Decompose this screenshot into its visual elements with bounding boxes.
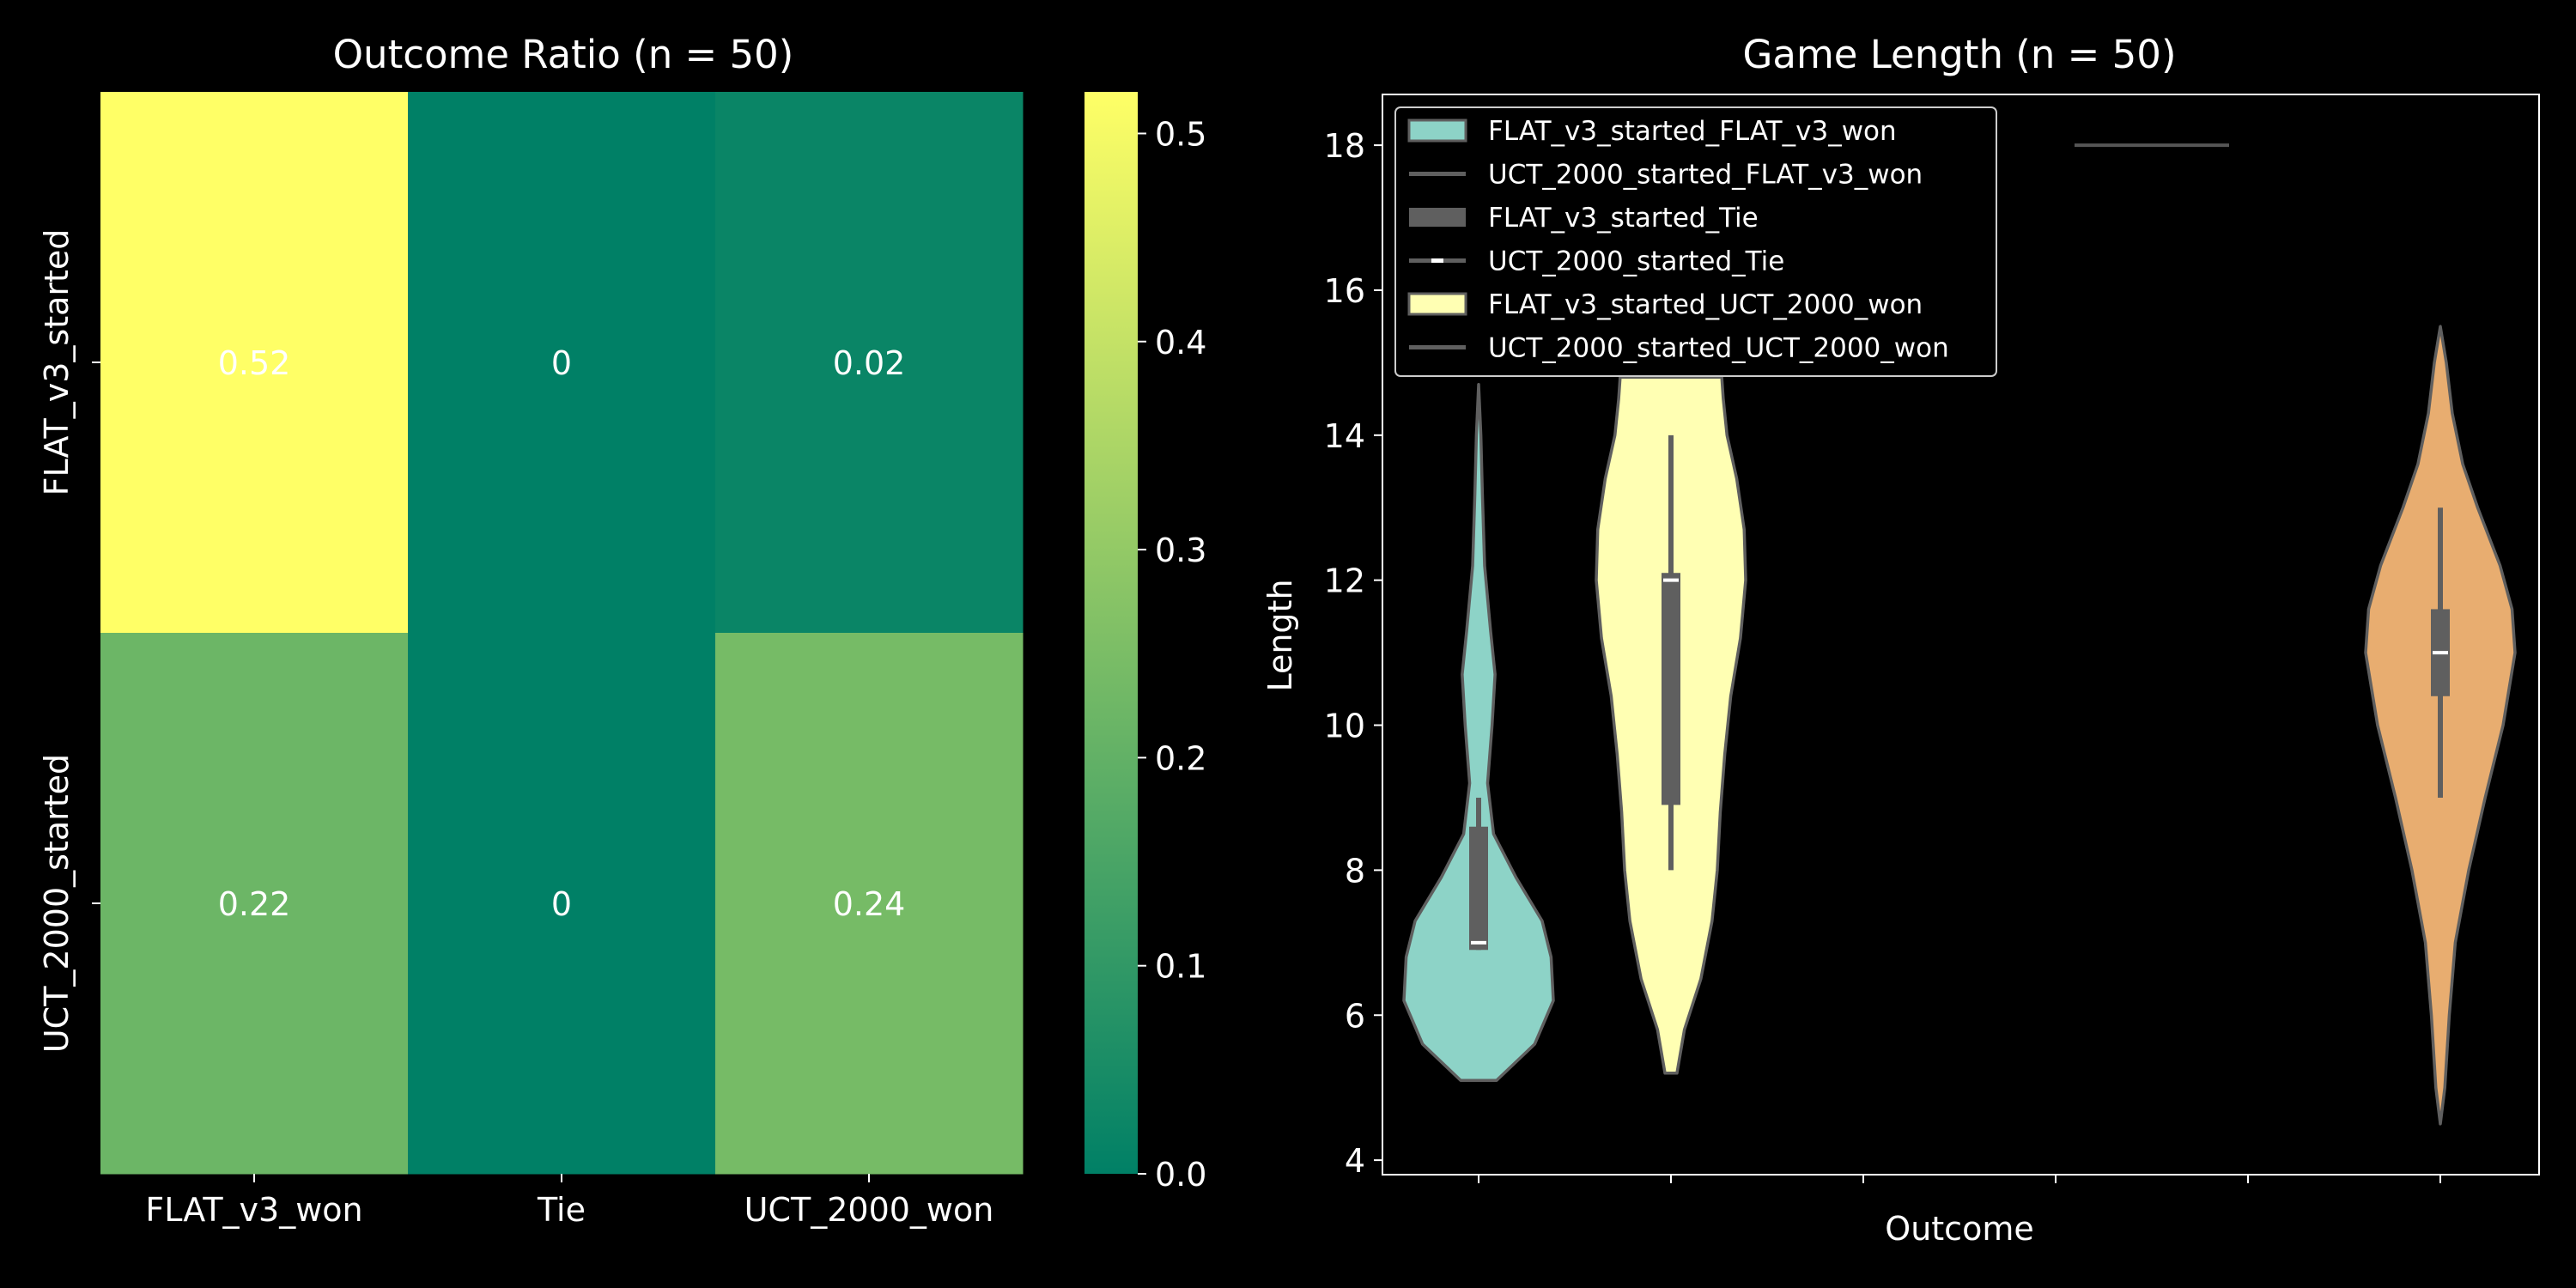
violins <box>1402 143 2517 1126</box>
heatmap-column-label: Tie <box>537 1191 586 1229</box>
violin-axes-frame <box>1382 94 2540 1176</box>
colorbar-tick-label: 0.0 <box>1155 1156 1206 1194</box>
y-tick-label: 6 <box>1345 997 1365 1035</box>
colorbar-tick-label: 0.5 <box>1155 115 1206 153</box>
colorbar-tick-label: 0.4 <box>1155 324 1206 361</box>
x-axis-label: Outcome <box>1885 1210 2033 1248</box>
heatmap-cell-label: 0.24 <box>833 885 906 923</box>
heatmap-row-labels: FLAT_v3_started UCT_2000_started <box>38 229 100 1053</box>
heatmap-cell <box>408 92 716 634</box>
heatmap-row-label: FLAT_v3_started <box>38 229 76 496</box>
heatmap-cell-label: 0 <box>551 344 572 382</box>
heatmap-cell <box>100 92 409 634</box>
colorbar-tick-label: 0.1 <box>1155 948 1206 986</box>
heatmap-cell-label: 0.22 <box>218 885 291 923</box>
violin-iqr-box <box>1469 826 1488 951</box>
heatmap-column-label: FLAT_v3_won <box>145 1191 362 1229</box>
y-tick-label: 8 <box>1345 852 1365 890</box>
legend-box <box>1394 106 1997 377</box>
y-tick-label: 10 <box>1324 708 1365 745</box>
heatmap-cell <box>100 633 409 1175</box>
legend-label: FLAT_v3_started_UCT_2000_won <box>1488 289 1923 320</box>
violin-clip-group <box>1402 143 2517 1126</box>
heatmap-cell-label: 0 <box>551 885 572 923</box>
y-tick-label: 12 <box>1324 562 1365 600</box>
heatmap-title: Outcome Ratio (n = 50) <box>333 32 794 77</box>
legend-label: UCT_2000_started_UCT_2000_won <box>1488 333 1949 364</box>
legend: FLAT_v3_started_FLAT_v3_won UCT_2000_star… <box>1394 106 1997 377</box>
y-axis: 4 6 8 10 12 14 16 18 <box>1324 127 1382 1180</box>
heatmap-cell <box>715 92 1024 634</box>
legend-swatch <box>1407 292 1467 316</box>
heatmap-panel: Outcome Ratio (n = 50) 0.52 0 0.02 0.22 0 0.2… <box>38 32 1206 1229</box>
heatmap-cell <box>715 633 1024 1175</box>
heatmap-cell-label: 0.02 <box>833 344 906 382</box>
violin-iqr-box <box>1662 573 1680 805</box>
y-tick-label: 4 <box>1345 1142 1365 1180</box>
legend-swatch <box>1407 118 1467 143</box>
violin-body <box>1402 382 1555 1082</box>
heatmap-cell <box>408 633 716 1175</box>
x-axis <box>1478 1175 2441 1183</box>
legend-label: UCT_2000_started_FLAT_v3_won <box>1488 160 1923 191</box>
heatmap-column-label: UCT_2000_won <box>744 1191 994 1229</box>
y-tick-label: 18 <box>1324 127 1365 165</box>
y-tick-label: 16 <box>1324 272 1365 310</box>
violin-title: Game Length (n = 50) <box>1743 32 2177 77</box>
legend-label: FLAT_v3_started_FLAT_v3_won <box>1488 116 1897 147</box>
heatmap-cell-label: 0.52 <box>218 344 291 382</box>
colorbar-fill <box>1084 92 1138 1174</box>
colorbar-tick-label: 0.3 <box>1155 532 1206 569</box>
legend-label: FLAT_v3_started_Tie <box>1488 203 1759 234</box>
heatmap-row-label: UCT_2000_started <box>38 754 76 1053</box>
heatmap-column-labels: FLAT_v3_won Tie UCT_2000_won <box>145 1174 993 1229</box>
violin-panel: Game Length (n = 50) 4 6 8 10 12 14 16 18 Outco… <box>1261 32 2540 1248</box>
legend-swatch <box>1409 208 1466 227</box>
colorbar: 0.0 0.1 0.2 0.3 0.4 0.5 <box>1084 92 1206 1194</box>
heatmap-cells: 0.52 0 0.02 0.22 0 0.24 <box>100 92 1024 1175</box>
colorbar-tick-label: 0.2 <box>1155 739 1206 777</box>
y-axis-label: Length <box>1261 579 1299 691</box>
y-tick-label: 14 <box>1324 417 1365 455</box>
legend-label: UCT_2000_started_Tie <box>1488 246 1784 277</box>
